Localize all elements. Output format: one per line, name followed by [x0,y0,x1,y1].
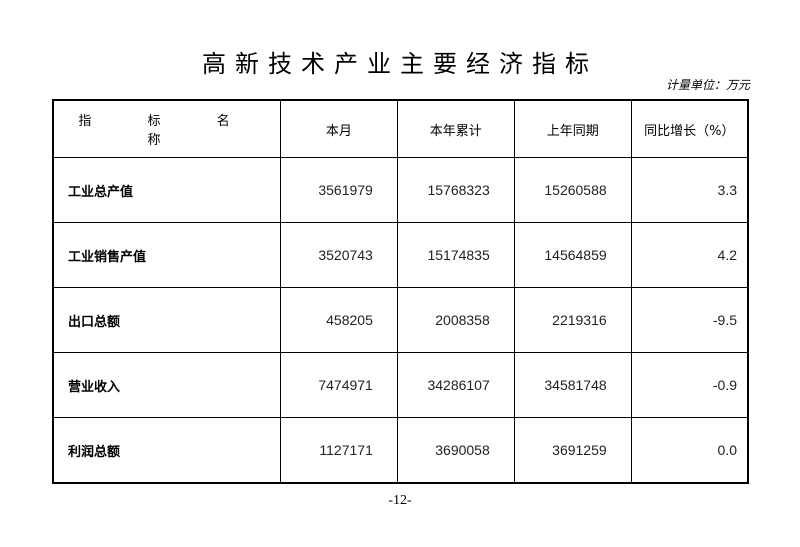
table-row: 工业总产值 3561979 15768323 15260588 3.3 [52,157,749,223]
cell-month: 458205 [279,287,398,353]
cell-ytd: 15174835 [396,222,515,288]
header-growth: 同比增长（%） [630,99,749,158]
cell-growth: -9.5 [630,287,749,353]
cell-prev: 2219316 [513,287,632,353]
cell-growth: -0.9 [630,352,749,418]
row-name: 工业销售产值 [52,222,281,288]
indicator-table: 指 标 名 称 本月 本年累计 上年同期 同比增长（%） 工业总产值 356197… [52,99,749,484]
table-row: 工业销售产值 3520743 15174835 14564859 4.2 [52,222,749,288]
row-name: 利润总额 [52,417,281,484]
cell-month: 3561979 [279,157,398,223]
cell-prev: 3691259 [513,417,632,484]
row-name: 工业总产值 [52,157,281,223]
cell-growth: 4.2 [630,222,749,288]
unit-note: 计量单位：万元 [665,78,750,92]
cell-growth: 3.3 [630,157,749,223]
cell-ytd: 15768323 [396,157,515,223]
header-name: 指 标 名 称 [52,99,281,158]
header-ytd: 本年累计 [396,99,515,158]
cell-growth: 0.0 [630,417,749,484]
page-number: -12- [388,493,412,508]
cell-month: 3520743 [279,222,398,288]
cell-prev: 14564859 [513,222,632,288]
header-prev: 上年同期 [513,99,632,158]
row-name: 出口总额 [52,287,281,353]
cell-prev: 34581748 [513,352,632,418]
row-name: 营业收入 [52,352,281,418]
cell-ytd: 34286107 [396,352,515,418]
cell-ytd: 2008358 [396,287,515,353]
cell-month: 7474971 [279,352,398,418]
table-row: 营业收入 7474971 34286107 34581748 -0.9 [52,352,749,418]
table-header-row: 指 标 名 称 本月 本年累计 上年同期 同比增长（%） [52,99,749,158]
table-row: 利润总额 1127171 3690058 3691259 0.0 [52,417,749,484]
header-month: 本月 [279,99,398,158]
table-row: 出口总额 458205 2008358 2219316 -9.5 [52,287,749,353]
cell-month: 1127171 [279,417,398,484]
cell-ytd: 3690058 [396,417,515,484]
cell-prev: 15260588 [513,157,632,223]
page-title: 高新技术产业主要经济指标 [202,50,598,78]
